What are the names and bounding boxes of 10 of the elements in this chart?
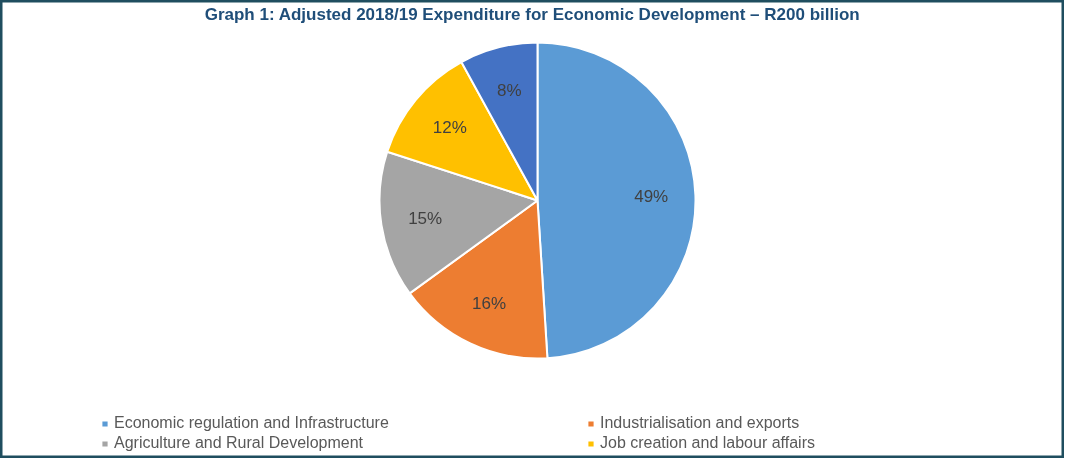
data-label: 16%	[472, 293, 507, 313]
data-label: 8%	[496, 80, 522, 100]
data-label: 49%	[634, 187, 669, 207]
legend-label: Job creation and labour affairs	[600, 434, 816, 452]
data-label: 15%	[408, 208, 443, 228]
legend-label: Agriculture and Rural Development	[114, 434, 364, 452]
chart-title: Graph 1: Adjusted 2018/19 Expenditure for Economic Development – R200 billion	[204, 4, 860, 24]
legend-label: Economic regulation and Infrastructure	[114, 414, 390, 432]
legend-label: Industrialisation and exports	[600, 414, 801, 432]
data-label: 12%	[432, 118, 467, 138]
